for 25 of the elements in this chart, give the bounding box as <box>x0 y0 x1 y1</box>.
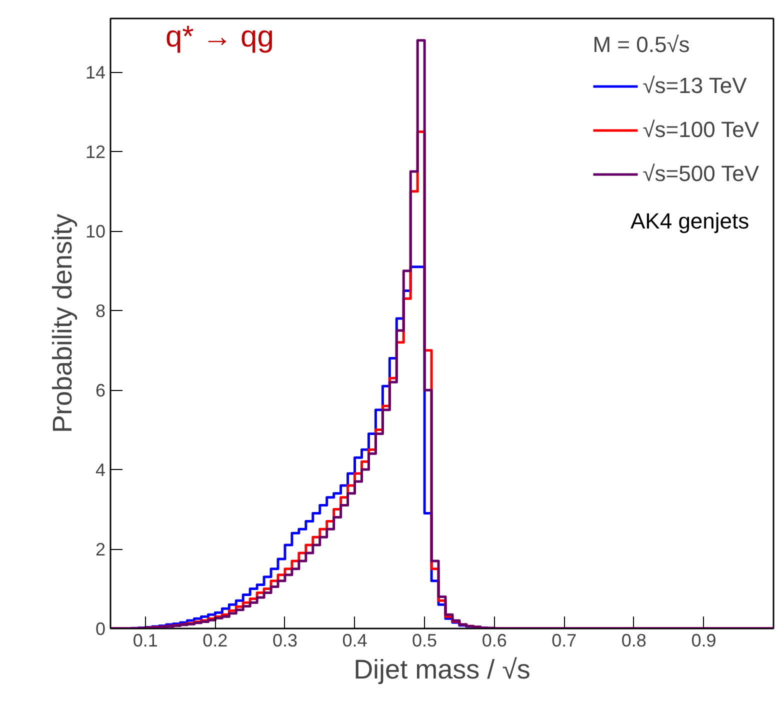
y-axis-title: Probability density <box>47 213 78 434</box>
x-tick-label: 0.5 <box>412 630 438 650</box>
x-tick-label: 0.9 <box>691 630 716 650</box>
y-tick-label: 6 <box>95 380 106 401</box>
y-tick-label: 10 <box>85 222 106 242</box>
legend-label: √s=13 TeV <box>642 72 747 100</box>
x-tick-label: 0.1 <box>132 630 158 650</box>
y-tick-label: 8 <box>95 301 106 322</box>
y-tick-label: 14 <box>85 62 106 83</box>
x-tick-label: 0.6 <box>482 630 507 650</box>
x-axis-title: Dijet mass / √s <box>354 654 530 684</box>
annotation: AK4 genjets <box>630 208 750 234</box>
legend-title: M = 0.5√s <box>592 32 691 58</box>
y-tick-label: 0 <box>95 619 106 639</box>
y-tick-label: 4 <box>95 460 106 480</box>
x-tick-label: 0.8 <box>621 630 646 650</box>
y-tick-label: 2 <box>95 540 106 560</box>
annotation: q* → qg <box>166 20 274 54</box>
x-tick-label: 0.4 <box>342 630 368 650</box>
x-tick-label: 0.2 <box>202 630 228 650</box>
legend-label: √s=100 TeV <box>642 116 759 144</box>
x-tick-label: 0.7 <box>552 630 577 650</box>
x-tick-label: 0.3 <box>272 630 298 650</box>
y-tick-label: 12 <box>85 142 106 162</box>
legend-label: √s=500 TeV <box>642 160 759 188</box>
